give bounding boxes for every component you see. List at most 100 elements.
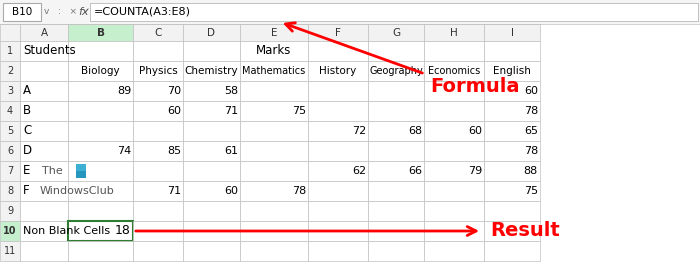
Bar [133, 81, 183, 101]
Text: Result: Result [490, 222, 560, 240]
Text: 3: 3 [7, 86, 13, 96]
Text: 18: 18 [115, 225, 131, 237]
Text: =COUNTA(A3:E8): =COUNTA(A3:E8) [94, 7, 191, 17]
Text: Students: Students [23, 44, 76, 57]
Bar [240, 141, 308, 161]
Bar [240, 201, 308, 221]
Bar [0, 141, 20, 161]
Bar [133, 161, 183, 181]
Text: Non Blank Cells: Non Blank Cells [23, 226, 110, 236]
Bar [0, 121, 20, 141]
Bar [240, 101, 308, 121]
Text: 6: 6 [7, 146, 13, 156]
Bar [76, 164, 86, 171]
Bar [308, 181, 368, 201]
Bar [240, 41, 308, 61]
Bar [424, 81, 484, 101]
Bar [133, 24, 183, 41]
Bar [240, 181, 308, 201]
Text: 70: 70 [167, 86, 181, 96]
Text: The: The [41, 166, 62, 176]
Bar [368, 201, 424, 221]
Text: 2: 2 [7, 66, 13, 76]
Text: 75: 75 [524, 186, 538, 196]
Bar [368, 161, 424, 181]
Bar [0, 101, 20, 121]
Bar [133, 121, 183, 141]
Text: Mathematics: Mathematics [242, 66, 306, 76]
Text: 8: 8 [7, 186, 13, 196]
Text: Chemistry: Chemistry [185, 66, 238, 76]
Bar [424, 61, 484, 81]
Text: 60: 60 [167, 106, 181, 116]
Text: 71: 71 [167, 186, 181, 196]
Bar [308, 121, 368, 141]
Text: C: C [154, 28, 162, 37]
Bar [183, 81, 240, 101]
Bar [68, 121, 133, 141]
Bar [3, 3, 41, 21]
Bar [308, 161, 368, 181]
Bar [68, 221, 133, 241]
Bar [424, 101, 484, 121]
Text: I: I [510, 28, 514, 37]
Text: 78: 78 [292, 186, 306, 196]
Bar [133, 141, 183, 161]
Bar [0, 81, 20, 101]
Bar [133, 201, 183, 221]
Bar [424, 241, 484, 261]
Bar [20, 24, 68, 41]
Bar [183, 221, 240, 241]
Text: 60: 60 [468, 126, 482, 136]
Bar [183, 41, 240, 61]
Bar [424, 141, 484, 161]
Bar [0, 0, 700, 24]
Bar [240, 241, 308, 261]
Bar [183, 24, 240, 41]
Bar [308, 141, 368, 161]
Bar [424, 121, 484, 141]
Text: E: E [23, 165, 30, 177]
Bar [368, 41, 424, 61]
Bar [0, 41, 20, 61]
Bar [20, 101, 68, 121]
Bar [0, 24, 20, 41]
Text: 61: 61 [224, 146, 238, 156]
Bar [424, 181, 484, 201]
Bar [424, 161, 484, 181]
Bar [484, 61, 540, 81]
Bar [183, 121, 240, 141]
Bar [368, 141, 424, 161]
Bar [183, 181, 240, 201]
Bar [240, 221, 308, 241]
Text: 71: 71 [224, 106, 238, 116]
Bar [0, 61, 20, 81]
Bar [0, 201, 20, 221]
Text: 11: 11 [4, 246, 16, 256]
Bar [308, 241, 368, 261]
Text: 10: 10 [4, 226, 17, 236]
Text: 58: 58 [224, 86, 238, 96]
Bar [240, 24, 308, 41]
Bar [484, 141, 540, 161]
Text: 78: 78 [524, 106, 538, 116]
Bar [90, 3, 698, 21]
Text: 85: 85 [167, 146, 181, 156]
Bar [484, 161, 540, 181]
Bar [308, 201, 368, 221]
Text: 78: 78 [524, 146, 538, 156]
Bar [20, 121, 68, 141]
Text: D: D [23, 145, 32, 158]
Text: 79: 79 [468, 166, 482, 176]
Bar [424, 24, 484, 41]
Bar [68, 61, 133, 81]
Bar [424, 221, 484, 241]
Text: E: E [271, 28, 277, 37]
Bar [68, 41, 133, 61]
Bar [183, 201, 240, 221]
Text: 9: 9 [7, 206, 13, 216]
Text: H: H [450, 28, 458, 37]
Bar [484, 201, 540, 221]
Bar [368, 241, 424, 261]
Bar [484, 81, 540, 101]
